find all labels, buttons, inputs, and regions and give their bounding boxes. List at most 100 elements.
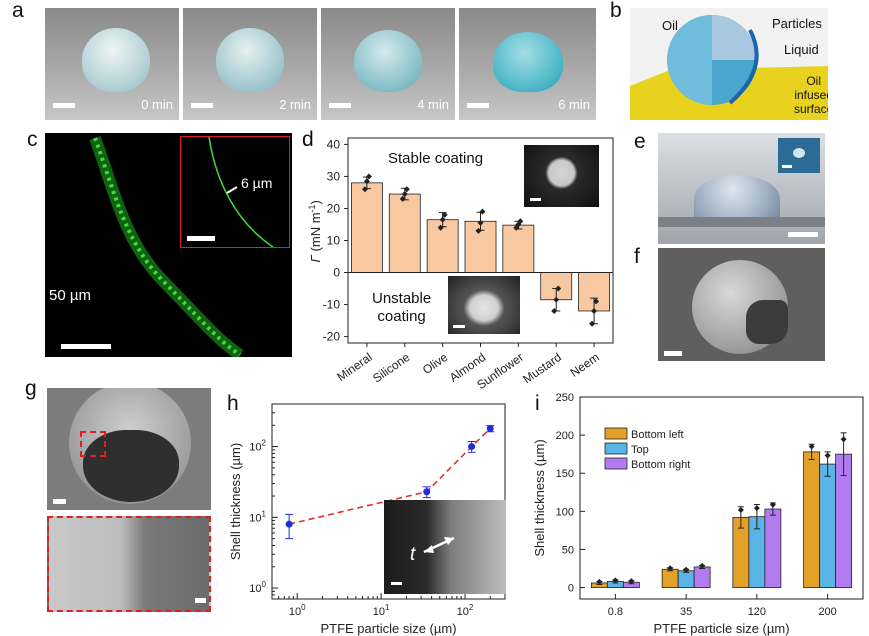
inset-scale-bar xyxy=(187,236,215,241)
data-point xyxy=(437,224,444,231)
bar-bottom-right xyxy=(764,508,782,588)
shell-opening xyxy=(746,300,788,344)
scale-bar xyxy=(191,103,213,108)
panel-letter-f: f xyxy=(634,245,640,268)
scale-bar xyxy=(53,103,75,108)
y-axis-label: Γ (mN m-1) xyxy=(307,200,323,262)
legend-swatch xyxy=(604,457,628,470)
x-tick-label: 100 xyxy=(289,603,306,618)
panel-letter-c: c xyxy=(27,128,38,151)
y-tick-label: 102 xyxy=(249,439,266,454)
y-tick-label: 20 xyxy=(327,201,341,215)
droplet xyxy=(82,28,150,92)
x-tick-label: 101 xyxy=(373,603,390,618)
data-point xyxy=(403,186,410,193)
x-tick-label: 0.8 xyxy=(608,606,623,618)
x-tick-label: 102 xyxy=(457,603,474,618)
data-point xyxy=(769,501,776,508)
panel-letter-a: a xyxy=(12,0,24,22)
time-label: 4 min xyxy=(417,97,449,112)
panel-letter-g: g xyxy=(25,377,37,400)
data-point xyxy=(628,578,635,585)
scale-bar xyxy=(329,103,351,108)
data-point xyxy=(468,443,476,451)
legend-swatch xyxy=(604,442,628,455)
droplet-photo-6min: 6 min xyxy=(459,8,596,120)
data-point xyxy=(285,520,293,528)
data-point xyxy=(591,307,598,314)
x-tick-exp: 0 xyxy=(301,603,306,612)
bar-mineral xyxy=(351,182,383,273)
bar-top xyxy=(677,570,695,588)
scale-bar xyxy=(391,582,402,585)
sem-shell xyxy=(658,248,825,361)
y-tick-label: 10 xyxy=(327,234,341,248)
legend-label: Bottom right xyxy=(631,459,690,471)
x-tick-label: Neem xyxy=(568,350,602,380)
data-point xyxy=(365,173,372,180)
data-point xyxy=(596,578,603,585)
data-point xyxy=(439,216,446,223)
data-point xyxy=(515,221,522,228)
y-tick-label: -20 xyxy=(323,330,341,344)
inset-svg xyxy=(208,136,274,248)
panel-letter-e: e xyxy=(634,130,646,153)
y-tick-base: 10 xyxy=(249,583,261,595)
y-tick-label: 100 xyxy=(556,506,574,518)
scale-bar xyxy=(195,598,206,603)
unstable-inset-photo xyxy=(448,276,520,334)
x-tick-exp: 1 xyxy=(385,603,390,612)
data-point xyxy=(824,452,831,459)
shell-interior xyxy=(83,430,179,502)
legend-label: Top xyxy=(631,444,649,456)
y-tick-label: 50 xyxy=(562,544,574,556)
x-tick-exp: 2 xyxy=(469,603,474,612)
substrate xyxy=(658,217,825,227)
fluorescence-svg xyxy=(89,135,244,357)
bar-silicone xyxy=(388,193,421,273)
x-tick-label: Mineral xyxy=(334,350,374,384)
time-label: 2 min xyxy=(279,97,311,112)
inset-box: 6 µm xyxy=(180,136,290,248)
data-point xyxy=(441,211,448,218)
y-axis-symbol: Γ xyxy=(308,251,323,262)
fluorescence-image: 6 µm 50 µm xyxy=(45,133,292,357)
zoom-box xyxy=(80,431,106,457)
inset-label: 6 µm xyxy=(241,175,273,191)
x-tick-base: 10 xyxy=(457,606,469,618)
data-point xyxy=(401,191,408,198)
data-point xyxy=(683,566,690,573)
inset-droplet xyxy=(793,148,805,158)
y-axis-unit: (mN m xyxy=(308,212,323,251)
bar-sunflower xyxy=(502,224,535,273)
droplet xyxy=(354,30,422,92)
data-point xyxy=(667,565,674,572)
main-label: 50 µm xyxy=(49,287,91,304)
x-axis-label: PTFE particle size (µm) xyxy=(320,621,456,636)
y-tick-label: 150 xyxy=(556,468,574,480)
data-point xyxy=(423,488,431,496)
y-tick-exp: 0 xyxy=(262,580,267,589)
y-axis-exponent: -1 xyxy=(307,204,317,212)
droplet xyxy=(694,175,780,223)
inset-photo xyxy=(778,138,820,173)
scale-bar xyxy=(782,165,792,168)
x-tick-base: 10 xyxy=(289,606,301,618)
y-tick-label: 40 xyxy=(327,137,341,151)
droplet xyxy=(216,28,284,92)
time-label: 6 min xyxy=(558,97,590,112)
data-point xyxy=(840,436,847,443)
scale-bar xyxy=(788,232,818,237)
bar-top xyxy=(819,463,837,588)
data-point xyxy=(737,506,744,513)
particles-label: Particles xyxy=(772,16,822,31)
panel-letter-b: b xyxy=(610,0,622,22)
oil-label: Oil xyxy=(662,18,678,33)
scale-bar xyxy=(53,499,66,504)
thickness-label: t xyxy=(410,544,416,565)
schematic-droplet: Oil Particles Liquid Oil infused surface xyxy=(630,8,828,120)
plot-frame xyxy=(579,396,864,600)
y-axis-close: ) xyxy=(308,200,323,204)
schematic-svg xyxy=(630,15,828,120)
